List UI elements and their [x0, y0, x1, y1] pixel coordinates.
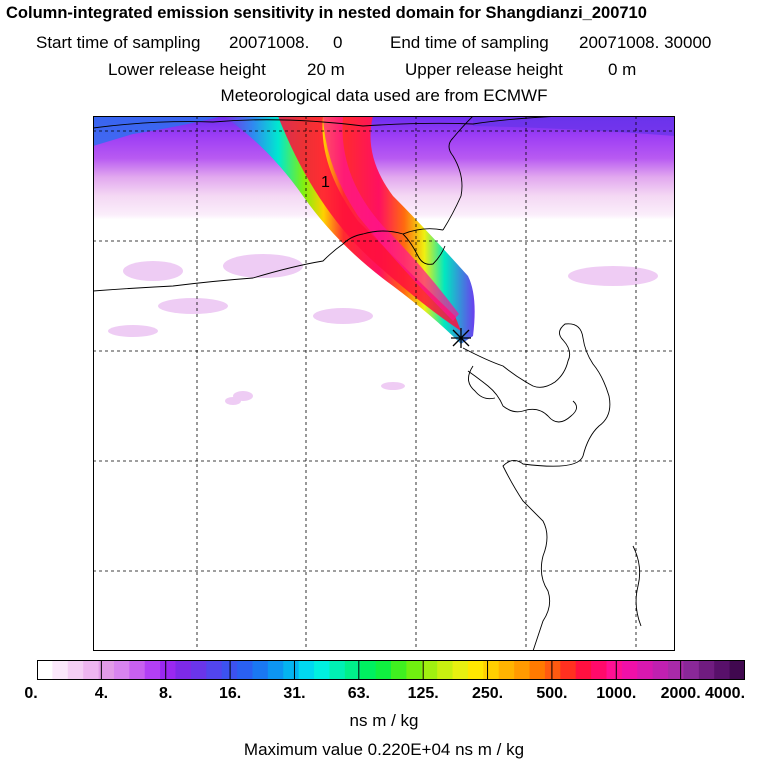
colorbar-segment	[514, 660, 531, 680]
colorbar-segment	[160, 660, 177, 680]
colorbar-segment	[267, 660, 284, 680]
met-data-line: Meteorological data used are from ECMWF	[220, 86, 548, 105]
colorbar-segment	[606, 660, 623, 680]
colorbar-segment	[37, 660, 53, 680]
upper-release-value: 0 m	[608, 60, 637, 79]
colorbar-segment	[237, 660, 253, 680]
end-time-label: End time of sampling	[390, 33, 549, 52]
colorbar-segment	[113, 660, 130, 680]
colorbar-segment	[452, 660, 469, 680]
colorbar-segment	[591, 660, 607, 680]
colorbar-segment	[83, 660, 100, 680]
colorbar-segment	[98, 660, 115, 680]
colorbar-tick-label: 0.	[24, 685, 38, 702]
colorbar-segment	[283, 660, 300, 680]
colorbar-segment	[498, 660, 515, 680]
colorbar-segment	[575, 660, 592, 680]
colorbar-segment	[621, 660, 638, 680]
end-time-value: 20071008. 30000	[579, 33, 712, 52]
colorbar-segment	[467, 660, 484, 680]
map-frame	[93, 116, 675, 651]
colorbar-segment	[314, 660, 330, 680]
colorbar-segment	[437, 660, 454, 680]
sensitivity-map: 1	[93, 116, 675, 651]
lower-release-value: 20 m	[307, 60, 345, 79]
colorbar-segment	[698, 660, 715, 680]
plot-title: Column-integrated emission sensitivity i…	[6, 4, 647, 22]
colorbar-segment	[406, 660, 423, 680]
colorbar-tick-label: 250.	[471, 685, 504, 702]
colorbar-tick-label: 125.	[407, 685, 439, 702]
colorbar-tick-label: 8.	[159, 685, 173, 702]
colorbar-segment	[544, 660, 561, 680]
colorbar-segment	[190, 660, 207, 680]
colorbar-tick-label: 1000.	[596, 685, 637, 702]
colorbar-segment	[175, 660, 192, 680]
colorbar-segment	[560, 660, 577, 680]
colorbar-segment	[421, 660, 438, 680]
colorbar-segment	[144, 660, 161, 680]
colorbar-segment	[483, 660, 500, 680]
colorbar-segment	[375, 660, 392, 680]
colorbar-segment	[683, 660, 700, 680]
colorbar-tick-label: 63.	[347, 685, 370, 702]
blue-high-band	[93, 116, 223, 146]
colorbar-segment	[391, 660, 407, 680]
colorbar-segment	[252, 660, 269, 680]
colorbar-units: ns m / kg	[349, 711, 419, 730]
start-time-value: 20071008. 0	[229, 33, 343, 52]
colorbar-segment	[729, 660, 745, 680]
colorbar-segment	[529, 660, 546, 680]
lower-release-label: Lower release height	[108, 60, 266, 79]
max-value-text: Maximum value 0.220E+04 ns m / kg	[243, 740, 525, 759]
colorbar-tick-label: 2000.	[660, 685, 701, 702]
violet-band-right	[473, 116, 675, 136]
colorbar-segment	[637, 660, 654, 680]
colorbar-segment	[329, 660, 346, 680]
colorbar-segment	[52, 660, 69, 680]
colorbar-segment	[206, 660, 223, 680]
colorbar-segment	[298, 660, 315, 680]
colorbar-tick-label: 4.	[94, 685, 109, 702]
colorbar-segment	[652, 660, 669, 680]
colorbar-segment	[129, 660, 146, 680]
colorbar-segment	[714, 660, 731, 680]
colorbar-segment	[360, 660, 377, 680]
colorbar-segment	[67, 660, 84, 680]
colorbar-tick-label: 4000.	[704, 685, 746, 702]
receptor-marker	[451, 328, 471, 348]
colorbar-segment	[668, 660, 684, 680]
colorbar-tick-label: 500.	[536, 685, 568, 702]
start-time-label: Start time of sampling	[36, 33, 201, 52]
colorbar	[37, 660, 745, 680]
graticule	[93, 116, 675, 651]
colorbar-segment	[344, 660, 361, 680]
colorbar-frame	[37, 660, 745, 680]
speckle-patches	[108, 254, 658, 405]
coastlines	[93, 116, 642, 651]
upper-release-label: Upper release height	[405, 60, 563, 79]
colorbar-tick-label: 31.	[283, 685, 306, 702]
plume	[223, 116, 475, 344]
plume-label: 1	[321, 174, 330, 191]
colorbar-tick-label: 16.	[218, 685, 242, 702]
